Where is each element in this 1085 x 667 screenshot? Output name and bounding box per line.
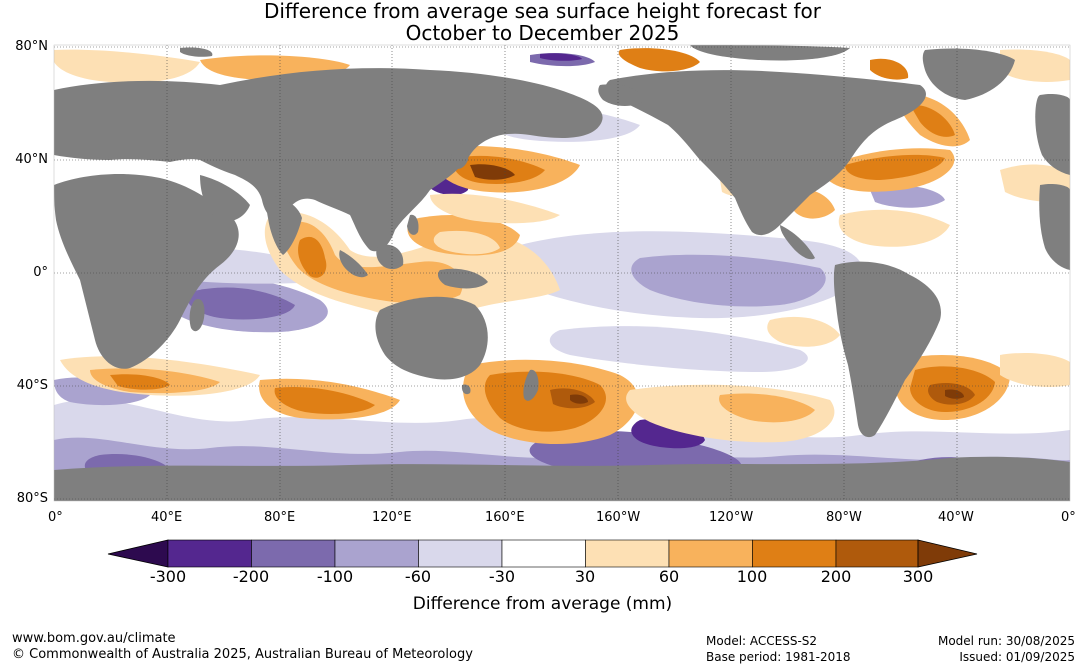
- lat-label-80s: 80°S: [16, 491, 48, 506]
- page-title: Difference from average sea surface heig…: [0, 0, 1085, 44]
- india: [266, 195, 302, 255]
- footer-dates: Model run: 30/08/2025 Issued: 01/09/2025: [938, 633, 1075, 665]
- philippines: [407, 214, 419, 235]
- model-run-date: Model run: 30/08/2025: [937, 634, 1075, 648]
- legend-tick: -30: [488, 567, 516, 586]
- colorbar: [107, 539, 978, 568]
- africa: [54, 174, 239, 369]
- model-name: Model: ACCESS-S2: [706, 634, 818, 648]
- legend-title: Difference from average (mm): [412, 594, 673, 614]
- new-zealand: [523, 369, 539, 401]
- lat-label-80n: 80°N: [15, 39, 48, 54]
- lat-label-40n: 40°N: [15, 152, 48, 167]
- svalbard: [180, 47, 213, 57]
- footer-model-info: Model: ACCESS-S2 Base period: 1981-2018: [706, 633, 851, 665]
- greenland: [922, 48, 1015, 100]
- lat-label-0: 0°: [33, 265, 48, 280]
- lon-label-0-east: 0°: [1061, 510, 1076, 525]
- lon-label-40e: 40°E: [151, 510, 183, 525]
- europe-west: [1035, 93, 1070, 175]
- sumatra: [339, 250, 368, 278]
- colorbar-bin: [251, 539, 336, 568]
- tasmania: [461, 384, 471, 395]
- lon-label-0-west: 0°: [48, 510, 63, 525]
- legend-tick: 300: [902, 567, 934, 586]
- colorbar-bin: [752, 539, 837, 568]
- legend-tick: -100: [316, 567, 354, 586]
- africa-west-edge: [1039, 183, 1070, 270]
- new-guinea: [437, 268, 488, 289]
- borneo: [376, 244, 404, 270]
- map-frame: [53, 44, 1071, 502]
- issued-date: Issued: 01/09/2025: [959, 650, 1075, 664]
- site-link[interactable]: www.bom.gov.au/climate: [12, 631, 176, 646]
- legend-tick: -300: [149, 567, 187, 586]
- australia: [375, 296, 488, 380]
- lon-label-160e: 160°E: [485, 510, 525, 525]
- colorbar-bin: [668, 539, 753, 568]
- legend-tick: -60: [404, 567, 432, 586]
- lon-label-80e: 80°E: [264, 510, 296, 525]
- colorbar-bin: [167, 539, 252, 568]
- north-america: [605, 70, 926, 236]
- title-line-1: Difference from average sea surface heig…: [263, 0, 822, 23]
- antarctica: [54, 456, 1070, 501]
- colorbar-bin: [835, 539, 919, 568]
- lon-label-120e: 120°E: [372, 510, 412, 525]
- lon-label-80w: 80°W: [826, 510, 862, 525]
- madagascar: [189, 299, 205, 332]
- lon-label-120w: 120°W: [709, 510, 754, 525]
- eurasia: [54, 68, 603, 252]
- legend-tick: 200: [820, 567, 852, 586]
- colorbar-min-arrow: [107, 539, 169, 568]
- colorbar-bin: [501, 539, 586, 568]
- legend-tick: 30: [574, 567, 596, 586]
- legend-tick: -200: [232, 567, 270, 586]
- lat-label-40s: 40°S: [16, 378, 48, 393]
- graticule: [54, 45, 1070, 501]
- central-america: [780, 225, 815, 260]
- base-period: Base period: 1981-2018: [706, 650, 851, 664]
- colorbar-bin: [334, 539, 419, 568]
- alaska: [598, 84, 645, 106]
- colorbar-bin: [418, 539, 503, 568]
- title-line-2: October to December 2025: [405, 21, 680, 45]
- japan: [451, 143, 469, 169]
- arctic-canada: [690, 45, 850, 61]
- lon-label-160w: 160°W: [596, 510, 641, 525]
- arabia: [200, 175, 250, 222]
- lon-label-40w: 40°W: [938, 510, 974, 525]
- land-masses: [54, 45, 1070, 501]
- footer-left: www.bom.gov.au/climate © Commonwealth of…: [12, 631, 473, 663]
- colorbar-max-arrow: [917, 539, 978, 568]
- south-america: [833, 261, 941, 438]
- colorbar-bin: [585, 539, 670, 568]
- legend-tick: 100: [736, 567, 768, 586]
- legend-tick: 60: [658, 567, 680, 586]
- copyright: © Commonwealth of Australia 2025, Austra…: [12, 647, 473, 662]
